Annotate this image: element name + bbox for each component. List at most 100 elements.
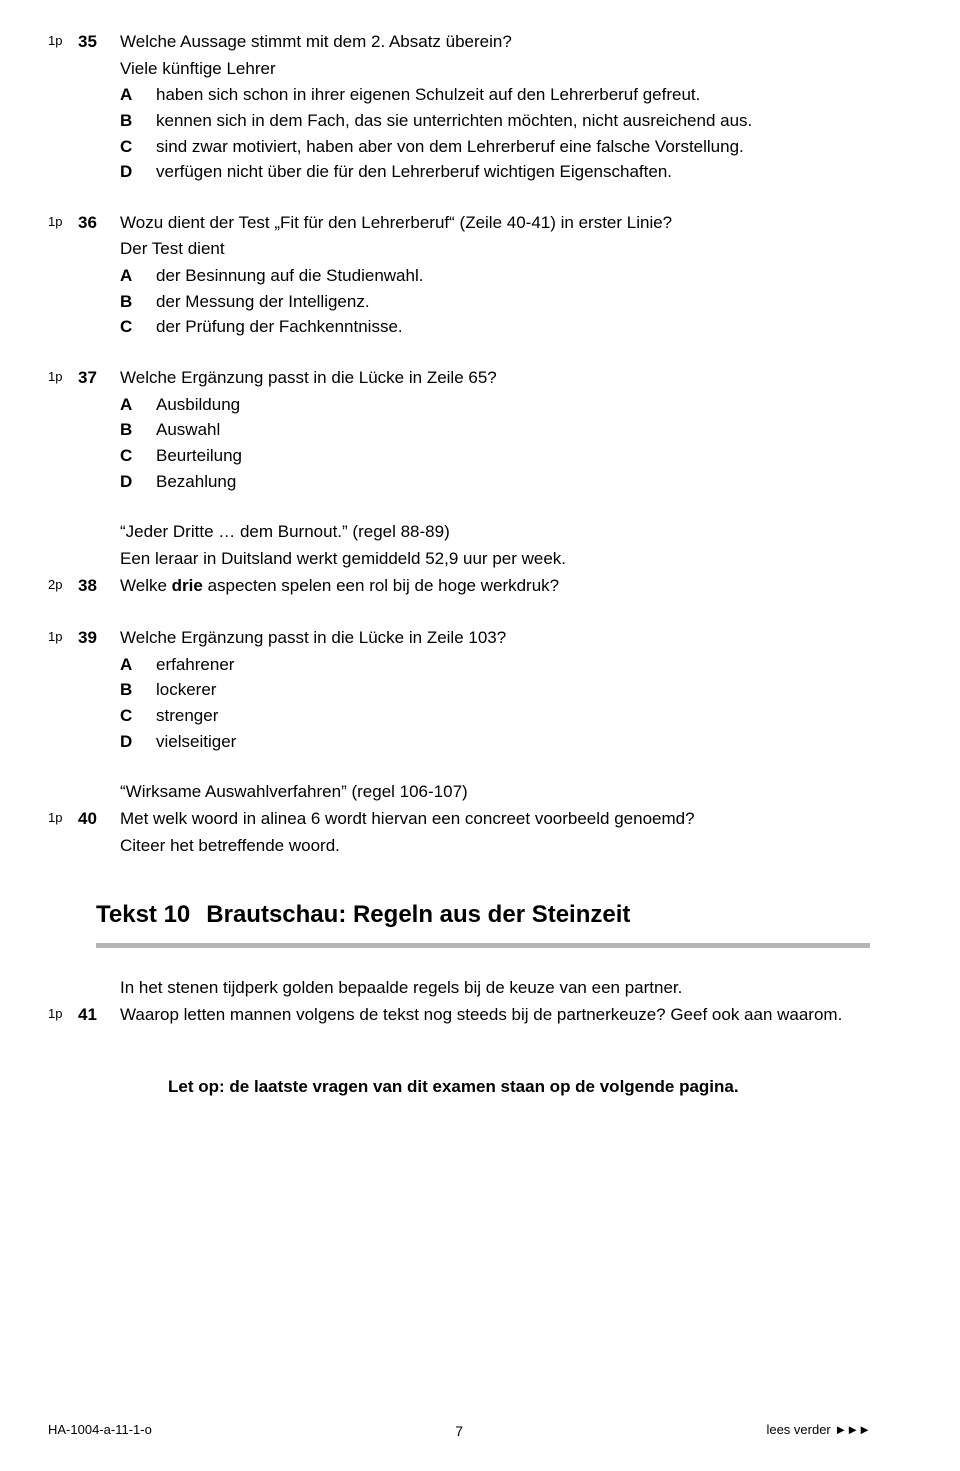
- stem-text: Der Test dient: [120, 237, 870, 262]
- option-letter: B: [120, 109, 156, 134]
- option-letter: B: [120, 290, 156, 315]
- number-spacer: [78, 780, 120, 807]
- question-block: “Wirksame Auswahlverfahren” (regel 106-1…: [48, 780, 870, 860]
- option-text: Bezahlung: [156, 470, 870, 495]
- option-row: CBeurteilung: [120, 444, 870, 469]
- option-row: Aerfahrener: [120, 653, 870, 678]
- number-spacer: [78, 976, 120, 1003]
- option-letter: B: [120, 418, 156, 443]
- preline-content: In het stenen tijdperk golden bepaalde r…: [120, 976, 870, 1003]
- option-text: Ausbildung: [156, 393, 870, 418]
- option-letter: A: [120, 83, 156, 108]
- points-label: 1p: [48, 211, 78, 340]
- option-row: AAusbildung: [120, 393, 870, 418]
- option-letter: A: [120, 264, 156, 289]
- page-notice: Let op: de laatste vragen van dit examen…: [168, 1075, 870, 1100]
- question-main-row: 1p41Waarop letten mannen volgens de teks…: [48, 1003, 870, 1030]
- stem-text: Met welk woord in alinea 6 wordt hiervan…: [120, 807, 870, 832]
- option-letter: B: [120, 678, 156, 703]
- question-content: Welke drie aspecten spelen een rol bij d…: [120, 574, 870, 601]
- question-number: 36: [78, 211, 120, 340]
- section-title: Brautschau: Regeln aus der Steinzeit: [206, 898, 630, 933]
- question-block: In het stenen tijdperk golden bepaalde r…: [48, 976, 870, 1029]
- points-label: 2p: [48, 574, 78, 601]
- option-text: erfahrener: [156, 653, 870, 678]
- option-text: der Besinnung auf die Studienwahl.: [156, 264, 870, 289]
- points-spacer: [48, 520, 78, 573]
- points-label: 1p: [48, 807, 78, 860]
- question-content: Waarop letten mannen volgens de tekst no…: [120, 1003, 870, 1030]
- points-spacer: [48, 780, 78, 807]
- option-text: der Messung der Intelligenz.: [156, 290, 870, 315]
- stem-text: Citeer het betreffende woord.: [120, 834, 870, 859]
- option-row: Cstrenger: [120, 704, 870, 729]
- question-preline-row: In het stenen tijdperk golden bepaalde r…: [48, 976, 870, 1003]
- section-rule: [96, 943, 870, 948]
- stem-text: Welche Ergänzung passt in die Lücke in Z…: [120, 626, 870, 651]
- question-main-row: 1p40Met welk woord in alinea 6 wordt hie…: [48, 807, 870, 860]
- option-letter: A: [120, 393, 156, 418]
- option-row: Cder Prüfung der Fachkenntnisse.: [120, 315, 870, 340]
- option-row: Dvielseitiger: [120, 730, 870, 755]
- stem-text: Welche Ergänzung passt in die Lücke in Z…: [120, 366, 870, 391]
- section-number: Tekst 10: [96, 898, 190, 933]
- option-row: Blockerer: [120, 678, 870, 703]
- question-content: Met welk woord in alinea 6 wordt hiervan…: [120, 807, 870, 860]
- question-number: 40: [78, 807, 120, 860]
- stem-text: Wozu dient der Test „Fit für den Lehrerb…: [120, 211, 870, 236]
- footer-arrows: ►►►: [834, 1422, 870, 1437]
- points-spacer: [48, 976, 78, 1003]
- option-letter: C: [120, 135, 156, 160]
- option-row: Ahaben sich schon in ihrer eigenen Schul…: [120, 83, 870, 108]
- option-text: Beurteilung: [156, 444, 870, 469]
- option-row: Bkennen sich in dem Fach, das sie unterr…: [120, 109, 870, 134]
- option-letter: C: [120, 704, 156, 729]
- points-label: 1p: [48, 626, 78, 754]
- preline-text: “Wirksame Auswahlverfahren” (regel 106-1…: [120, 780, 870, 805]
- footer-left: HA-1004-a-11-1-o: [48, 1421, 152, 1440]
- question-content: Wozu dient der Test „Fit für den Lehrerb…: [120, 211, 870, 340]
- question-number: 37: [78, 366, 120, 494]
- option-row: Csind zwar motiviert, haben aber von dem…: [120, 135, 870, 160]
- option-text: verfügen nicht über die für den Lehrerbe…: [156, 160, 870, 185]
- option-letter: A: [120, 653, 156, 678]
- preline-content: “Wirksame Auswahlverfahren” (regel 106-1…: [120, 780, 870, 807]
- question-block: “Jeder Dritte … dem Burnout.” (regel 88-…: [48, 520, 870, 600]
- stem-text: Waarop letten mannen volgens de tekst no…: [120, 1003, 870, 1028]
- option-row: Ader Besinnung auf die Studienwahl.: [120, 264, 870, 289]
- stem-text: Viele künftige Lehrer: [120, 57, 870, 82]
- question-preline-row: “Wirksame Auswahlverfahren” (regel 106-1…: [48, 780, 870, 807]
- option-letter: C: [120, 444, 156, 469]
- number-spacer: [78, 520, 120, 573]
- points-label: 1p: [48, 30, 78, 185]
- option-letter: D: [120, 470, 156, 495]
- option-letter: C: [120, 315, 156, 340]
- footer-right: lees verder ►►►: [766, 1421, 870, 1440]
- question-block: 1p39Welche Ergänzung passt in die Lücke …: [48, 626, 870, 754]
- points-label: 1p: [48, 1003, 78, 1030]
- question-preline-row: “Jeder Dritte … dem Burnout.” (regel 88-…: [48, 520, 870, 573]
- option-row: Bder Messung der Intelligenz.: [120, 290, 870, 315]
- stem-text: Welke drie aspecten spelen een rol bij d…: [120, 574, 870, 599]
- question-number: 38: [78, 574, 120, 601]
- option-text: haben sich schon in ihrer eigenen Schulz…: [156, 83, 870, 108]
- question-prelines: “Wirksame Auswahlverfahren” (regel 106-1…: [120, 780, 870, 805]
- points-label: 1p: [48, 366, 78, 494]
- question-block: 1p36Wozu dient der Test „Fit für den Leh…: [48, 211, 870, 340]
- footer-right-text: lees verder: [766, 1422, 830, 1437]
- option-text: vielseitiger: [156, 730, 870, 755]
- question-number: 41: [78, 1003, 120, 1030]
- question-number: 35: [78, 30, 120, 185]
- question-prelines: “Jeder Dritte … dem Burnout.” (regel 88-…: [120, 520, 870, 571]
- stem-text: Welche Aussage stimmt mit dem 2. Absatz …: [120, 30, 870, 55]
- option-text: der Prüfung der Fachkenntnisse.: [156, 315, 870, 340]
- preline-text: In het stenen tijdperk golden bepaalde r…: [120, 976, 870, 1001]
- preline-text: “Jeder Dritte … dem Burnout.” (regel 88-…: [120, 520, 870, 545]
- preline-content: “Jeder Dritte … dem Burnout.” (regel 88-…: [120, 520, 870, 573]
- option-row: BAuswahl: [120, 418, 870, 443]
- footer-page-number: 7: [455, 1421, 463, 1441]
- option-row: Dverfügen nicht über die für den Lehrerb…: [120, 160, 870, 185]
- section-heading: Tekst 10 Brautschau: Regeln aus der Stei…: [96, 898, 870, 933]
- option-text: kennen sich in dem Fach, das sie unterri…: [156, 109, 870, 134]
- question-content: Welche Aussage stimmt mit dem 2. Absatz …: [120, 30, 870, 185]
